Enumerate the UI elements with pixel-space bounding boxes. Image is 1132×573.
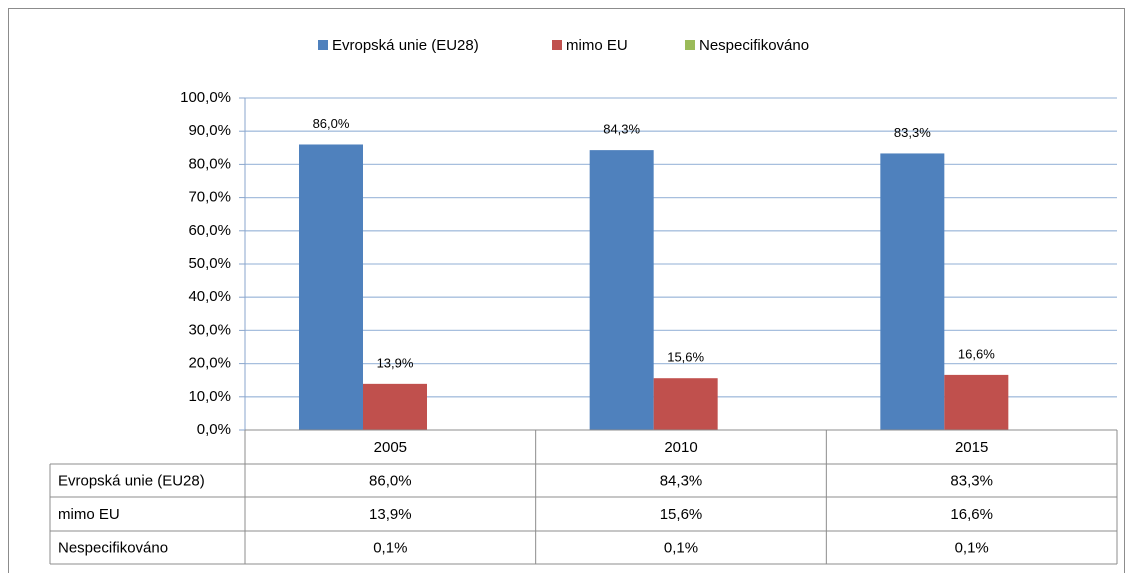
y-tick-label: 30,0% — [188, 321, 231, 338]
table-row-label: Nespecifikováno — [58, 539, 168, 556]
bar — [299, 144, 363, 431]
bar — [880, 153, 945, 430]
y-tick-label: 70,0% — [188, 189, 231, 206]
table-cell: 86,0% — [369, 472, 412, 489]
chart-frame — [8, 8, 1125, 573]
table-row-label: Evropská unie (EU28) — [58, 472, 205, 489]
table-cell: 84,3% — [660, 472, 703, 489]
y-tick-label: 100,0% — [180, 89, 231, 106]
legend-label: Nespecifikováno — [699, 37, 809, 54]
bar — [363, 383, 427, 430]
data-label: 15,6% — [667, 350, 704, 365]
table-cell: 13,9% — [369, 506, 412, 523]
x-tick-label: 2010 — [664, 439, 697, 456]
y-tick-label: 90,0% — [188, 122, 231, 139]
data-label: 86,0% — [313, 116, 350, 131]
data-label: 83,3% — [894, 125, 931, 140]
legend-swatch — [685, 40, 695, 50]
legend-swatch — [318, 40, 328, 50]
table-cell: 16,6% — [950, 506, 993, 523]
table-cell: 83,3% — [950, 472, 993, 489]
x-tick-label: 2005 — [374, 439, 407, 456]
y-tick-label: 40,0% — [188, 288, 231, 305]
table-row-label: mimo EU — [58, 506, 120, 523]
legend-label: Evropská unie (EU28) — [332, 37, 479, 54]
y-tick-label: 80,0% — [188, 155, 231, 172]
legend-label: mimo EU — [566, 37, 628, 54]
y-tick-label: 10,0% — [188, 388, 231, 405]
x-tick-label: 2015 — [955, 439, 988, 456]
y-tick-label: 20,0% — [188, 355, 231, 372]
legend-swatch — [552, 40, 562, 50]
table-cell: 0,1% — [955, 539, 989, 556]
data-label: 13,9% — [377, 355, 414, 370]
bar — [589, 150, 654, 430]
table-cell: 0,1% — [373, 539, 407, 556]
data-label: 84,3% — [603, 122, 640, 137]
data-label: 16,6% — [958, 346, 995, 361]
table-cell: 0,1% — [664, 539, 698, 556]
bar — [944, 374, 1009, 430]
y-tick-label: 0,0% — [197, 421, 231, 438]
bar — [653, 378, 718, 430]
table-cell: 15,6% — [660, 506, 703, 523]
y-tick-label: 60,0% — [188, 222, 231, 239]
y-tick-label: 50,0% — [188, 255, 231, 272]
